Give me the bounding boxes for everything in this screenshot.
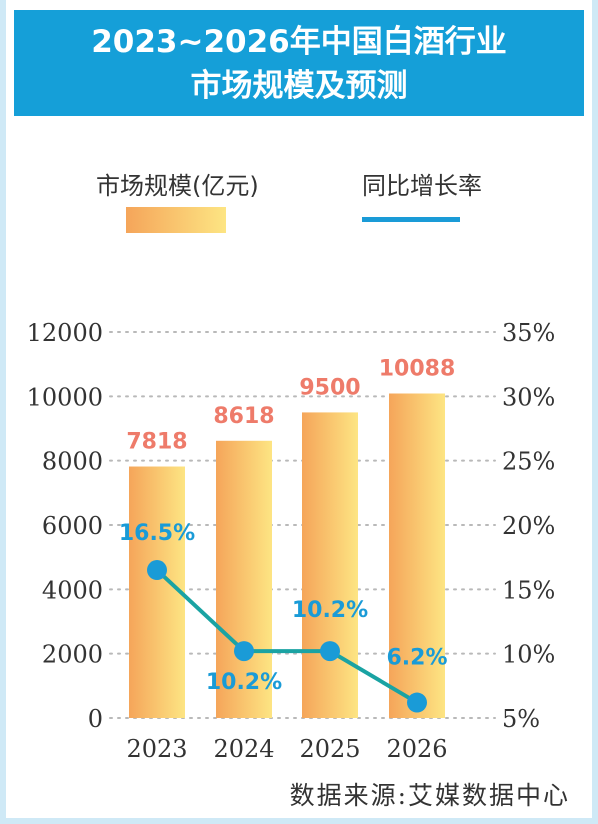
legend-line-label: 同比增长率	[362, 172, 482, 200]
y-right-tick-label: 30%	[502, 383, 555, 411]
growth-marker	[320, 641, 340, 662]
bar	[129, 466, 185, 718]
y-left-tick-label: 6000	[42, 512, 103, 540]
y-left-tick-label: 2000	[42, 641, 103, 669]
title-line-1: 2023~2026年中国白酒行业	[91, 24, 507, 60]
y-axis-right: 5% 10% 15% 20% 25% 30% 35%	[502, 319, 555, 733]
y-right-tick-label: 25%	[502, 448, 555, 476]
y-axis-left: 0 2000 4000 6000 8000 10000 12000	[27, 319, 103, 733]
y-left-tick-label: 4000	[42, 576, 103, 604]
data-source: 数据来源:艾媒数据中心	[289, 781, 570, 810]
bar-series: 7818 8618 9500 10088	[126, 357, 455, 718]
legend-bar-label: 市场规模(亿元)	[96, 172, 259, 200]
x-tick-label: 2024	[213, 735, 274, 763]
growth-rate-label: 16.5%	[119, 521, 195, 546]
bar-value-label: 9500	[299, 375, 360, 400]
legend-bar-swatch	[126, 207, 226, 233]
y-left-tick-label: 10000	[27, 383, 103, 411]
bar	[302, 412, 358, 718]
y-left-tick-label: 8000	[42, 448, 103, 476]
growth-rate-label: 6.2%	[386, 646, 447, 671]
y-left-tick-label: 12000	[27, 319, 103, 347]
bar	[216, 440, 272, 718]
y-right-tick-label: 10%	[502, 641, 555, 669]
y-right-tick-label: 35%	[502, 319, 555, 347]
y-right-tick-label: 15%	[502, 576, 555, 604]
x-tick-label: 2025	[299, 735, 360, 763]
bar-value-label: 8618	[213, 404, 274, 429]
chart-title: 2023~2026年中国白酒行业 市场规模及预测	[14, 10, 584, 116]
growth-line	[155, 568, 419, 705]
x-tick-label: 2026	[386, 735, 447, 763]
bar	[389, 393, 445, 718]
x-tick-label: 2023	[126, 735, 187, 763]
bar-value-label: 10088	[379, 357, 456, 382]
x-axis: 2023 2024 2025 2026	[126, 735, 447, 763]
title-line-2: 市场规模及预测	[190, 68, 408, 104]
growth-rate-label: 10.2%	[292, 598, 368, 623]
growth-rate-label: 10.2%	[206, 670, 282, 695]
y-right-tick-label: 5%	[502, 705, 540, 733]
growth-marker	[407, 692, 427, 713]
y-left-tick-label: 0	[88, 705, 103, 733]
line-series: 16.5% 10.2% 10.2% 6.2%	[119, 521, 448, 713]
bar-value-label: 7818	[126, 430, 187, 455]
legend-line-swatch	[362, 217, 460, 222]
growth-marker	[234, 641, 254, 662]
growth-marker	[147, 560, 167, 581]
y-right-tick-label: 20%	[502, 512, 555, 540]
